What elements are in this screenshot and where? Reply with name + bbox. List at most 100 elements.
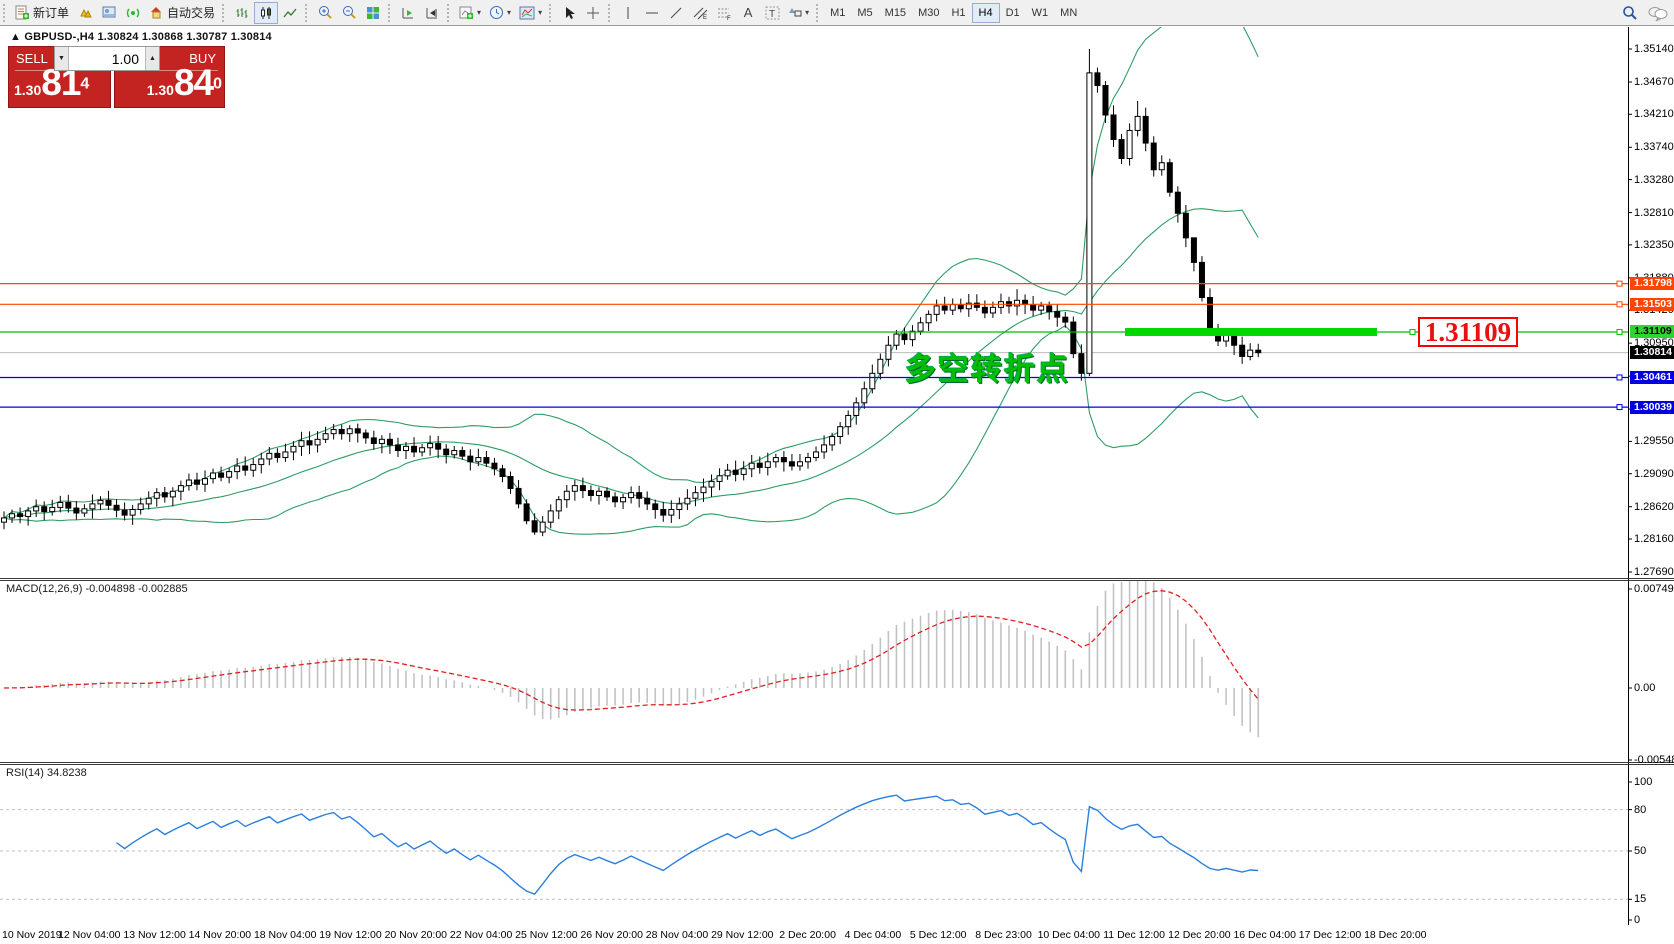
chart-shift-button[interactable] (420, 2, 444, 24)
tab-timeframe-mn[interactable]: MN (1060, 6, 1078, 19)
toolbar-grip[interactable] (816, 3, 821, 22)
chart-plot[interactable] (0, 26, 1674, 944)
tile-windows-button[interactable] (361, 2, 385, 24)
time-axis[interactable]: 10 Nov 2019 12 Nov 04:00 13 Nov 12:00 14 No… (0, 925, 1674, 944)
text-label-icon: T (765, 6, 780, 20)
fibonacci-tool-button[interactable]: F (712, 2, 736, 24)
price-badge-1.30461: 1.30461 (1630, 370, 1674, 384)
chart-window[interactable]: ▲ GBPUSD-,H4 1.30824 1.30868 1.30787 1.3… (0, 26, 1674, 944)
auto-scroll-icon (402, 7, 414, 18)
tab-timeframe-h4[interactable]: H4 (971, 2, 1000, 23)
price-tick: 1.33280 (1634, 173, 1674, 186)
zoom-out-button[interactable] (337, 2, 361, 24)
volume-increase-button[interactable]: ▲ (145, 47, 159, 70)
shapes-tool-button[interactable]: ▾ (784, 2, 813, 24)
hline-handle[interactable] (1616, 328, 1623, 335)
periods-button[interactable]: ▾ (485, 2, 515, 24)
new-chart-button[interactable]: ▾ (455, 2, 485, 24)
autotrade-label: 自动交易 (167, 6, 216, 20)
svg-text:T: T (769, 9, 775, 20)
time-tick: 17 Dec 12:00 (1298, 929, 1362, 941)
rsi-line (116, 794, 1259, 896)
time-tick: 26 Nov 20:00 (580, 929, 643, 941)
toolbar-grip[interactable] (3, 3, 8, 22)
vertical-line-icon (627, 6, 629, 19)
bar-chart-button[interactable] (230, 2, 254, 24)
time-tick: 12 Dec 20:00 (1168, 929, 1231, 941)
hline-handle[interactable] (1409, 328, 1416, 335)
toolbar-grip[interactable] (388, 3, 393, 22)
tab-timeframe-h1[interactable]: H1 (951, 6, 966, 19)
tab-timeframe-d1[interactable]: D1 (1005, 6, 1020, 19)
time-tick: 25 Nov 12:00 (515, 929, 578, 941)
time-tick: 8 Dec 23:00 (975, 929, 1032, 941)
line-chart-button[interactable] (278, 2, 302, 24)
tab-timeframe-m15[interactable]: M15 (884, 6, 907, 19)
price-level-box[interactable]: 1.31109 (1418, 316, 1518, 347)
time-tick: 28 Nov 04:00 (645, 929, 709, 941)
price-tick: 1.29090 (1634, 467, 1674, 480)
volume-decrease-button[interactable]: ▼ (55, 47, 69, 70)
macd-tick: -0.005488 (1634, 754, 1674, 766)
time-tick: 18 Dec 20:00 (1364, 929, 1427, 941)
candlestick-icon (261, 6, 272, 19)
trendline-tool-button[interactable] (664, 2, 688, 24)
buy-button[interactable]: BUY 1.30840 (114, 46, 225, 108)
tab-timeframe-m30[interactable]: M30 (918, 6, 940, 19)
volume-input[interactable] (69, 47, 145, 70)
channel-tool-button[interactable]: E (688, 2, 712, 24)
dropdown-caret: ▾ (507, 8, 512, 17)
buy-price: 1.30840 (146, 62, 222, 103)
toolbar-grip[interactable] (305, 3, 310, 22)
toolbar-grip[interactable] (608, 3, 613, 22)
autotrade-button[interactable]: 自动交易 (145, 2, 219, 24)
svg-text:E: E (703, 15, 707, 20)
price-badge-1.31503: 1.31503 (1630, 297, 1674, 311)
horizontal-line-icon (646, 12, 659, 13)
auto-scroll-button[interactable] (396, 2, 420, 24)
pivot-annotation[interactable]: 多空转折点 (905, 352, 1070, 387)
terminal-button[interactable] (97, 2, 121, 24)
dropdown-caret: ▾ (805, 8, 810, 17)
pivot-trend-bar[interactable] (1125, 327, 1377, 336)
time-tick: 10 Nov 2019 (2, 929, 62, 941)
price-tick: 1.33740 (1634, 141, 1674, 154)
toolbar-grip[interactable] (447, 3, 452, 22)
toolbar-grip[interactable] (549, 3, 554, 22)
price-tick: 1.28620 (1634, 500, 1674, 513)
tab-timeframe-m5[interactable]: M5 (857, 6, 873, 19)
chat-icon[interactable] (1648, 6, 1668, 21)
toolbar-grip[interactable] (222, 3, 227, 22)
price-tick: 1.32810 (1634, 206, 1674, 219)
hline-tool-button[interactable] (640, 2, 664, 24)
label-tool-button[interactable]: T (760, 2, 784, 24)
cursor-button[interactable] (557, 2, 581, 24)
price-tick: 1.27690 (1634, 565, 1674, 578)
time-tick: 5 Dec 12:00 (909, 929, 967, 941)
rsi-tick: 80 (1634, 803, 1647, 816)
price-badge-1.30814: 1.30814 (1630, 346, 1674, 360)
time-tick: 11 Dec 12:00 (1103, 929, 1165, 941)
tab-timeframe-m1[interactable]: M1 (830, 6, 846, 19)
search-icon[interactable] (1622, 5, 1638, 21)
crosshair-button[interactable] (581, 2, 605, 24)
hline-handle[interactable] (1616, 374, 1623, 381)
vline-tool-button[interactable] (616, 2, 640, 24)
candlestick-chart-button[interactable] (254, 1, 279, 24)
hline-handle[interactable] (1616, 280, 1623, 287)
rsi-indicator-label: RSI(14) 34.8238 (6, 767, 87, 779)
macd-indicator-label: MACD(12,26,9) -0.004898 -0.002885 (6, 583, 188, 595)
hline-handle[interactable] (1616, 404, 1623, 411)
signals-button[interactable] (121, 2, 145, 24)
zoom-in-button[interactable] (313, 2, 337, 24)
text-tool-button[interactable]: A (743, 5, 753, 20)
price-badge-1.30039: 1.30039 (1630, 400, 1674, 414)
hline-handle[interactable] (1616, 301, 1623, 308)
market-watch-button[interactable] (73, 2, 97, 24)
templates-button[interactable]: ▾ (515, 2, 546, 24)
tab-timeframe-w1[interactable]: W1 (1031, 6, 1049, 19)
new-order-button[interactable]: 新订单 (11, 2, 73, 24)
price-tick: 1.34210 (1634, 108, 1674, 121)
main-toolbar: 新订单 自动交易 (0, 0, 1674, 26)
time-tick: 4 Dec 04:00 (844, 929, 902, 941)
